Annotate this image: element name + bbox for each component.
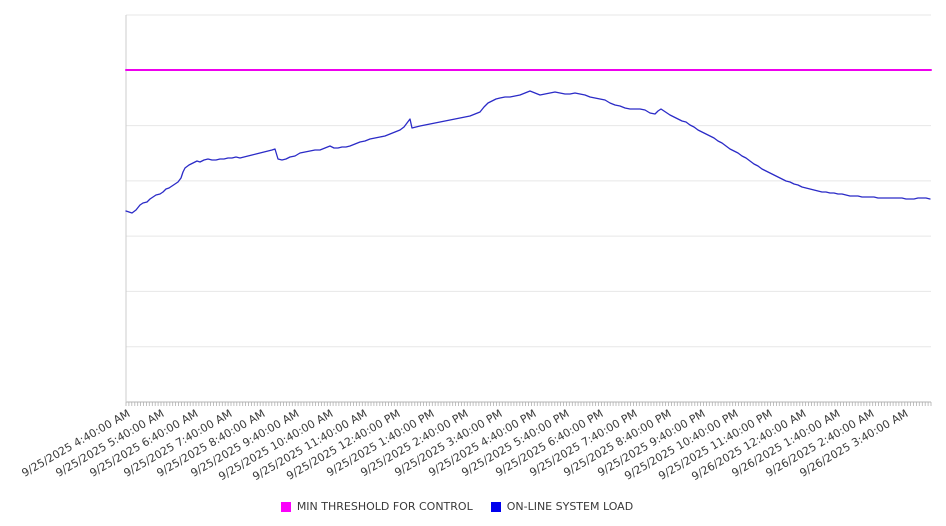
- legend-item-load: ON-LINE SYSTEM LOAD: [490, 500, 634, 513]
- legend: MIN THRESHOLD FOR CONTROL ON-LINE SYSTEM…: [0, 500, 930, 513]
- minor-ticks: [125, 402, 932, 406]
- legend-item-threshold: MIN THRESHOLD FOR CONTROL: [280, 500, 473, 513]
- legend-label-threshold: MIN THRESHOLD FOR CONTROL: [296, 500, 473, 513]
- load-swatch-icon: [490, 501, 501, 512]
- legend-label-load: ON-LINE SYSTEM LOAD: [506, 500, 634, 513]
- threshold-swatch-icon: [280, 501, 291, 512]
- load-line: [125, 90, 931, 214]
